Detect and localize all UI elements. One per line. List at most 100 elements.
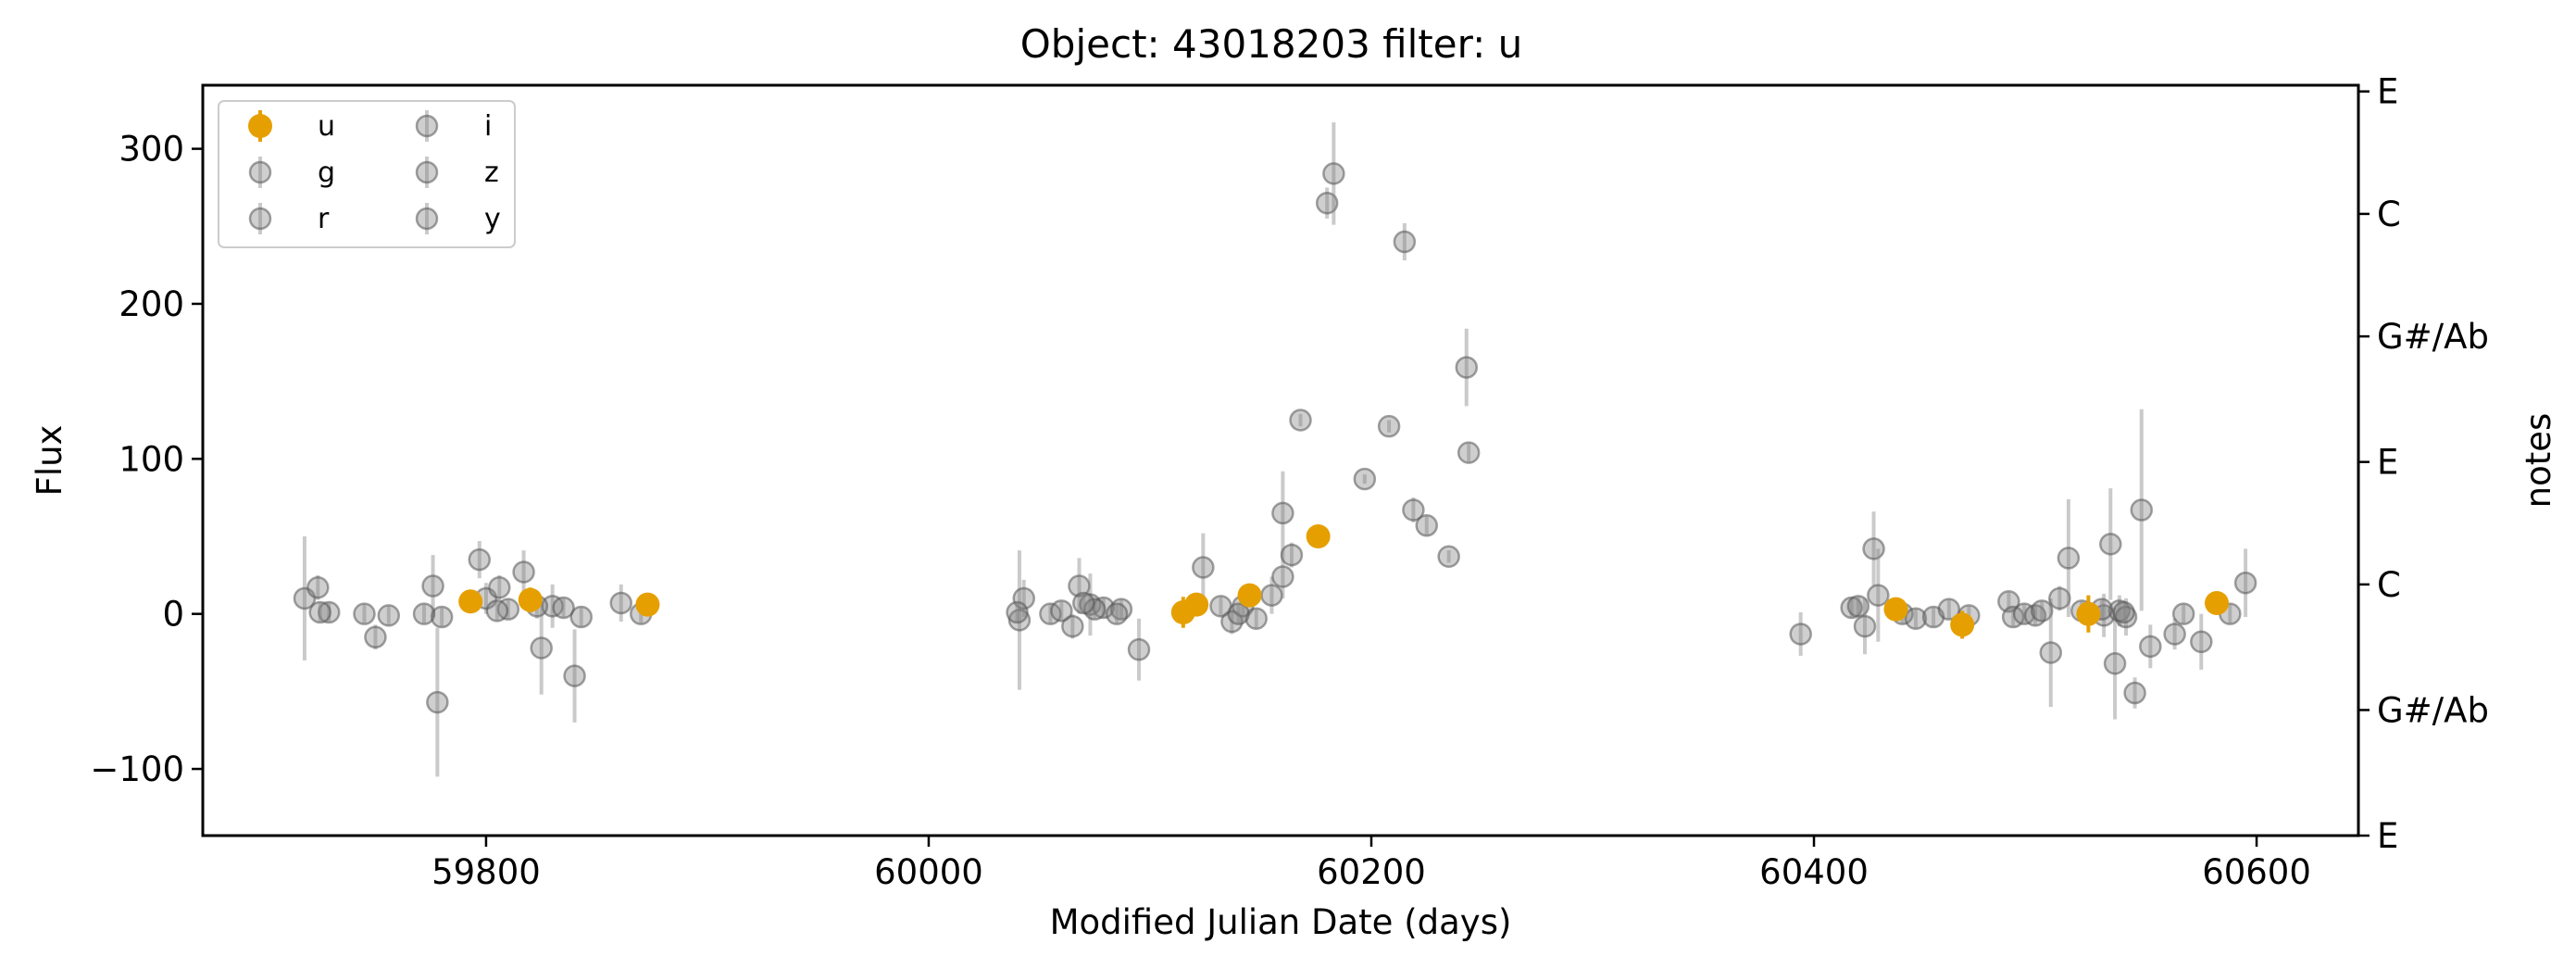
x-tick-label: 60600 <box>2202 852 2311 892</box>
data-point <box>2057 547 2081 570</box>
data-point <box>430 605 454 629</box>
data-point <box>1306 524 1331 549</box>
x-axis-label: Modified Julian Date (days) <box>1050 902 1512 942</box>
data-point <box>1061 614 1084 638</box>
data-point <box>2039 641 2063 664</box>
legend-label: z <box>484 157 499 189</box>
data-point <box>569 605 593 629</box>
y2-axis-label: notes <box>2519 413 2558 509</box>
legend-marker <box>415 207 439 231</box>
data-point <box>1353 467 1377 491</box>
data-point <box>364 625 387 649</box>
data-point <box>317 600 341 624</box>
data-point <box>1950 612 1975 637</box>
data-point <box>421 574 444 598</box>
y-axis-label: Flux <box>30 425 69 497</box>
x-tick-label: 60400 <box>1759 852 1869 892</box>
data-point <box>2112 600 2135 624</box>
data-point <box>1068 574 1091 598</box>
data-point <box>353 602 376 625</box>
data-point <box>563 664 586 687</box>
y-tick-label: 100 <box>119 439 184 479</box>
data-point <box>2130 498 2154 522</box>
data-point <box>2190 630 2213 654</box>
legend-marker <box>248 207 272 231</box>
y2-tick-label: E <box>2377 443 2398 483</box>
data-point <box>412 602 436 625</box>
data-point <box>458 589 483 614</box>
data-point <box>1050 599 1073 623</box>
legend-marker <box>415 114 439 138</box>
data-point <box>488 575 511 599</box>
y2-tick-label: G#/Ab <box>2377 317 2489 357</box>
data-point <box>1271 501 1294 525</box>
data-point <box>1006 600 1029 624</box>
data-point <box>530 636 553 660</box>
legend-marker <box>415 160 439 184</box>
y2-tick-label: C <box>2377 565 2401 605</box>
y-tick-label: 200 <box>119 284 184 324</box>
axes-frame <box>201 83 2360 837</box>
chart-title: Object: 43018203 filter: u <box>1020 21 1523 67</box>
series-r <box>308 511 2047 656</box>
data-point <box>2099 533 2122 556</box>
data-point <box>2103 651 2127 675</box>
y-tick-label: 300 <box>119 130 184 170</box>
y2-axis: E C G#/Ab E C G#/Ab E <box>2358 72 2489 856</box>
legend-label: i <box>484 110 492 143</box>
data-point <box>552 596 575 620</box>
series-z <box>412 598 2135 625</box>
data-point <box>1237 583 1262 608</box>
x-tick-label: 59800 <box>431 852 541 892</box>
data-point <box>2233 571 2257 595</box>
data-point <box>1937 598 1961 621</box>
data-point <box>1455 356 1479 379</box>
data-point <box>1904 607 1928 630</box>
x-tick-label: 60200 <box>1317 852 1426 892</box>
data-point <box>609 591 632 615</box>
data-point <box>1192 556 1215 579</box>
legend-label: y <box>484 203 501 235</box>
data-point <box>1402 498 1425 522</box>
data-point <box>1072 591 1095 615</box>
data-point <box>1127 637 1151 661</box>
legend-frame <box>218 100 516 248</box>
series-y <box>353 591 2113 625</box>
data-point <box>1457 441 1481 464</box>
data-point <box>1322 162 1345 185</box>
data-point <box>1082 598 1107 621</box>
data-point <box>485 599 509 623</box>
data-point <box>1437 545 1460 569</box>
data-point <box>1012 586 1035 610</box>
data-point <box>1260 584 1283 607</box>
data-point <box>2205 590 2230 615</box>
data-point <box>2139 635 2162 659</box>
plot-area <box>293 122 2257 777</box>
data-point <box>512 560 535 584</box>
data-point <box>1393 230 1417 254</box>
series-g <box>293 122 1481 777</box>
data-point <box>1867 584 1890 607</box>
data-point <box>1271 565 1294 588</box>
data-point <box>1789 623 1812 646</box>
y-axis: −100 0 100 200 300 <box>90 130 203 789</box>
legend-marker <box>248 114 272 138</box>
data-point <box>2030 599 2054 623</box>
data-point <box>306 575 330 599</box>
data-point <box>2123 681 2146 705</box>
y-tick-label: 0 <box>162 595 184 635</box>
data-point <box>1289 409 1312 432</box>
legend-label: u <box>318 110 335 143</box>
x-tick-label: 60000 <box>874 852 983 892</box>
y2-tick-label: G#/Ab <box>2377 690 2489 730</box>
data-point <box>1227 602 1250 625</box>
data-point <box>1415 514 1438 537</box>
data-point <box>2076 601 2101 626</box>
data-point <box>1244 607 1268 630</box>
data-point <box>1846 595 1870 618</box>
y-tick-label: −100 <box>90 749 184 789</box>
data-point <box>1280 543 1304 567</box>
data-point <box>468 547 492 572</box>
y2-tick-label: E <box>2377 72 2398 112</box>
